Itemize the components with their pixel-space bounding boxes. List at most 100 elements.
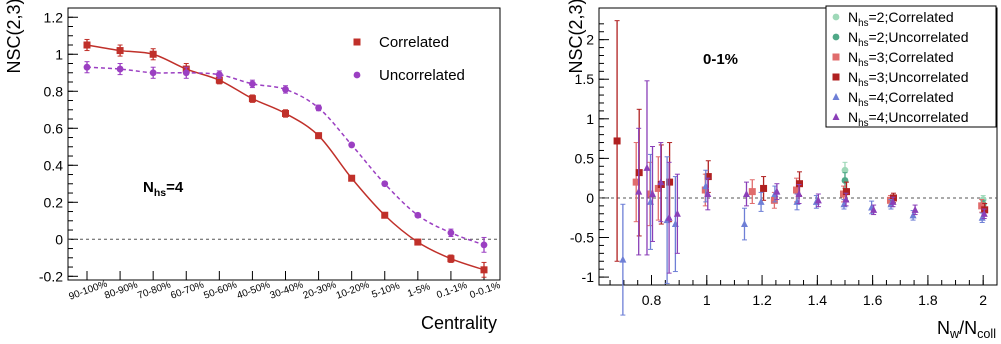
- right-legend-label-2-uncorrelated-part-1: hs: [858, 38, 868, 49]
- right-legend-label-4-correlated-part-0: N: [848, 89, 858, 105]
- left-annotation-part-2: =4: [166, 179, 184, 196]
- right-legend-label-3-correlated-part-2: =3;Correlated: [868, 49, 953, 65]
- left-annotation-part-0: N: [143, 179, 154, 196]
- left-x-tick-label-0-0-1: 0-0.1%: [468, 280, 502, 301]
- right-point-4-uncorrelated-13: [889, 197, 897, 205]
- left-point-correlated-10: [414, 238, 422, 246]
- right-x-tick-label-2: 2: [979, 292, 987, 308]
- right-legend-label-4-correlated-part-2: =4;Correlated: [868, 89, 953, 105]
- right-legend-label-3-correlated-part-1: hs: [858, 58, 868, 69]
- right-point-4-uncorrelated-14: [911, 205, 919, 213]
- right-legend-label-4-uncorrelated-part-2: =4;Uncorrelated: [868, 109, 968, 125]
- left-point-uncorrelated-6: [282, 86, 289, 93]
- right-legend-box: [825, 5, 997, 128]
- right-x-tick-label-1: 1: [703, 292, 711, 308]
- left-x-tick-label-5-10: 5-10%: [370, 281, 401, 301]
- left-point-correlated-6: [282, 109, 289, 117]
- left-legend-marker-uncorrelated: [353, 71, 361, 79]
- right-legend-label-3-uncorrelated: Nhs=3;Uncorrelated: [848, 69, 969, 89]
- right-legend-label-3-uncorrelated-part-2: =3;Uncorrelated: [868, 69, 968, 85]
- right-point-3-correlated-6: [793, 186, 800, 194]
- left-x-tick-label-10-20: 10-20%: [335, 280, 371, 302]
- right-point-3-correlated-9: [978, 202, 986, 210]
- right-y-tick-label-1: 1: [586, 111, 594, 127]
- left-y-axis-label: NSC(2,3): [4, 0, 24, 74]
- left-x-tick-label-80-90: 80-90%: [103, 280, 139, 302]
- right-point-4-uncorrelated-10: [814, 196, 822, 204]
- right-legend-label-3-correlated: Nhs=3;Correlated: [848, 49, 954, 69]
- left-y-tick-label-0-8: 0.8: [44, 83, 64, 99]
- left-x-tick-label-20-30: 20-30%: [302, 280, 338, 302]
- left-annotation: Nhs=4: [143, 179, 184, 199]
- right-point-4-uncorrelated-7: [742, 189, 750, 197]
- right-legend-marker-4-uncorrelated: [832, 113, 840, 120]
- right-y-tick-label-1: -1: [582, 269, 595, 285]
- right-x-tick-label-1-8: 1.8: [918, 292, 938, 308]
- right-y-tick-label-0-5: -0.5: [570, 230, 594, 246]
- left-y-tick-label-0: 0: [55, 231, 63, 247]
- right-x-axis-label-part-2: /N: [959, 318, 977, 338]
- right-legend-marker-4-correlated: [832, 93, 840, 100]
- right-point-4-correlated-6: [757, 197, 765, 205]
- right-legend-label-3-uncorrelated-part-0: N: [848, 69, 858, 85]
- left-legend-label-uncorrelated: Uncorrelated: [379, 67, 465, 84]
- left-y-tick-label-1-2: 1.2: [44, 9, 64, 25]
- left-point-correlated-12: [480, 266, 488, 274]
- left-x-tick-label-50-60: 50-60%: [202, 280, 238, 302]
- right-legend-label-2-uncorrelated-part-2: =2;Uncorrelated: [868, 29, 968, 45]
- left-annotation-part-1: hs: [154, 187, 166, 199]
- left-x-tick-label-1-5: 1-5%: [406, 281, 432, 299]
- right-point-4-uncorrelated-5: [673, 209, 681, 217]
- right-point-2-uncorrelated-0: [841, 177, 849, 184]
- right-point-4-uncorrelated-0: [635, 187, 643, 195]
- left-x-tick-label-0-1-1: 0.1-1%: [435, 280, 469, 301]
- right-legend-marker-3-correlated: [832, 53, 840, 61]
- right-point-3-uncorrelated-7: [842, 188, 850, 196]
- left-point-correlated-2: [149, 50, 157, 58]
- right-plot-frame: [598, 7, 998, 286]
- right-y-tick-label-0: 0: [586, 190, 594, 206]
- left-point-correlated-8: [348, 174, 356, 182]
- right-legend-label-2-correlated-part-2: =2;Correlated: [868, 9, 953, 25]
- left-point-correlated-11: [447, 255, 455, 263]
- left-point-uncorrelated-9: [381, 180, 389, 188]
- right-x-tick-label-1-2: 1.2: [752, 292, 772, 308]
- right-point-3-uncorrelated-6: [796, 180, 803, 188]
- left-point-uncorrelated-2: [149, 69, 157, 77]
- right-legend-label-2-uncorrelated-part-0: N: [848, 29, 858, 45]
- left-point-correlated-7: [315, 132, 323, 140]
- right-x-axis-label-part-0: N: [937, 318, 950, 338]
- right-annotation: 0-1%: [703, 51, 738, 68]
- right-point-3-correlated-4: [748, 188, 756, 196]
- right-legend-label-4-uncorrelated-part-0: N: [848, 109, 858, 125]
- right-point-4-uncorrelated-11: [842, 195, 850, 203]
- left-point-correlated-4: [215, 76, 223, 84]
- left-x-axis-label: Centrality: [421, 313, 497, 333]
- right-point-4-correlated-0: [619, 255, 627, 263]
- left-point-uncorrelated-1: [116, 65, 124, 73]
- right-point-4-uncorrelated-3: [657, 178, 665, 186]
- right-point-4-uncorrelated-2: [649, 189, 657, 197]
- right-point-4-uncorrelated-6: [704, 189, 712, 197]
- right-point-4-uncorrelated-9: [795, 189, 803, 197]
- left-y-tick-label-0-2: 0.2: [44, 194, 64, 210]
- left-x-tick-label-30-40: 30-40%: [269, 280, 305, 302]
- left-point-uncorrelated-8: [348, 141, 356, 149]
- right-x-tick-label-0-8: 0.8: [642, 292, 662, 308]
- left-point-uncorrelated-4: [215, 71, 223, 79]
- right-legend-label-4-correlated-part-1: hs: [858, 98, 868, 109]
- left-y-tick-label-0-2: -0.2: [39, 268, 63, 284]
- right-point-2-correlated-0: [841, 166, 849, 174]
- left-x-tick-label-60-70: 60-70%: [169, 280, 205, 302]
- right-legend-label-2-correlated-part-0: N: [848, 9, 858, 25]
- left-point-uncorrelated-3: [182, 69, 190, 77]
- left-x-tick-label-40-50: 40-50%: [235, 280, 271, 302]
- left-point-uncorrelated-0: [83, 63, 91, 71]
- left-point-correlated-1: [116, 47, 124, 55]
- right-x-axis-label-part-1: w: [949, 327, 960, 341]
- right-legend-label-3-uncorrelated-part-1: hs: [858, 78, 868, 89]
- right-y-axis-label: NSC(2,3): [566, 0, 586, 74]
- right-point-4-uncorrelated-8: [773, 187, 781, 195]
- right-point-3-correlated-2: [654, 184, 662, 192]
- right-x-axis-label: Nw/Ncoll: [937, 318, 996, 341]
